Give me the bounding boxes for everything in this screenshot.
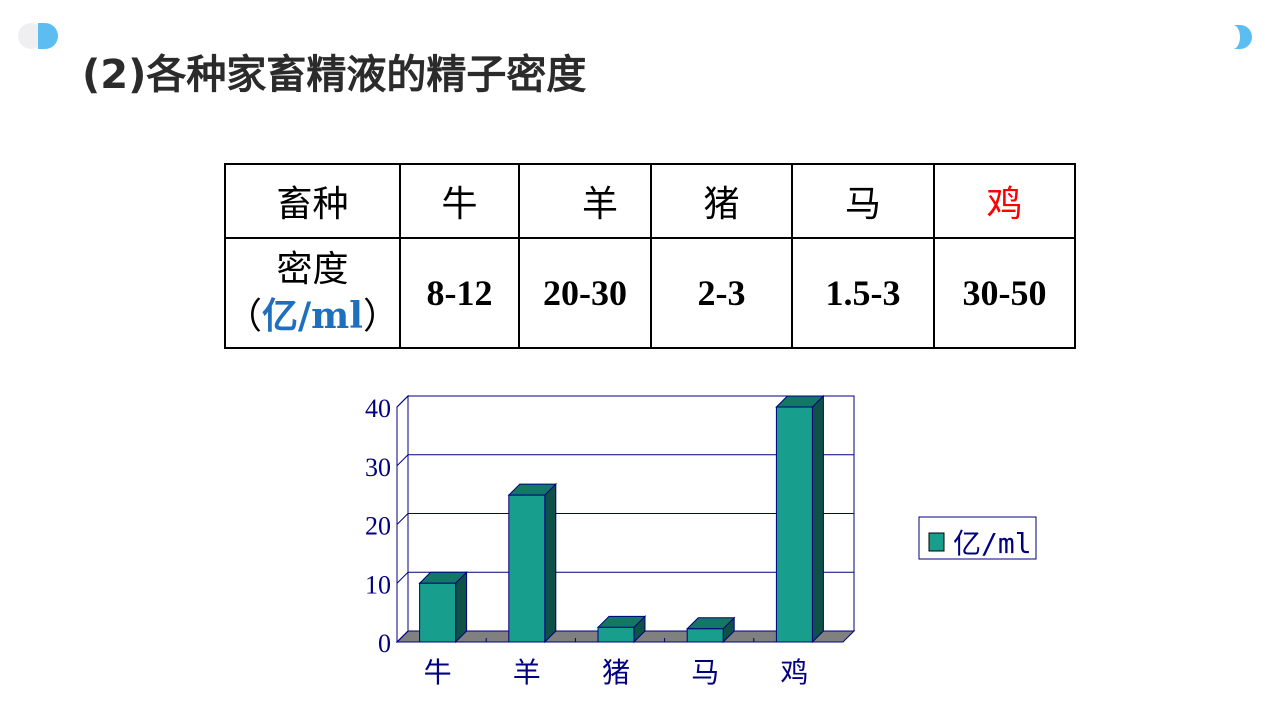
legend-swatch — [928, 532, 945, 552]
y-tick — [396, 454, 409, 467]
table-cell: 猪 — [649, 163, 793, 239]
bar-side — [811, 394, 824, 644]
table-cell: 畜种 — [224, 163, 401, 239]
bar — [775, 406, 813, 643]
table-header-row: 畜种 牛 羊 猪 马 鸡 — [224, 163, 1076, 239]
y-tick-label: 20 — [365, 512, 391, 541]
bar — [508, 494, 546, 643]
table-cell: 羊 — [517, 163, 652, 239]
x-tick-label: 羊 — [513, 656, 541, 689]
table-cell: 8-12 — [398, 237, 520, 349]
row-label: 密度 — [276, 248, 349, 290]
bar-side — [455, 571, 468, 644]
bar — [686, 628, 724, 643]
bar — [597, 626, 635, 643]
table-cell: 1.5-3 — [790, 237, 935, 349]
paren-open: （ — [226, 295, 263, 337]
table-row-label: 密度 （亿/ml） — [224, 237, 401, 349]
y-tick — [396, 630, 409, 643]
y-tick-label: 40 — [365, 394, 391, 423]
legend-label: 亿/ml — [953, 527, 1032, 560]
x-tick-label: 鸡 — [780, 656, 808, 689]
x-tick-label: 牛 — [424, 656, 452, 689]
y-tick — [396, 513, 409, 525]
bar — [419, 582, 457, 643]
decor-moon-blue — [38, 23, 58, 49]
y-tick-label: 0 — [378, 629, 391, 658]
table-cell: 马 — [790, 163, 935, 239]
y-tick — [396, 571, 409, 584]
table-row: 密度 （亿/ml） 8-12 20-30 2-3 1.5-3 30-50 — [224, 237, 1076, 349]
row-unit: 亿/ml — [262, 294, 363, 337]
y-tick-label: 30 — [365, 453, 391, 482]
x-tick-label: 马 — [691, 656, 719, 689]
table-cell-highlight: 鸡 — [932, 163, 1076, 239]
table-cell: 20-30 — [517, 237, 652, 349]
table-cell: 2-3 — [649, 237, 793, 349]
decor-moon-cut — [1226, 25, 1240, 49]
paren-close: ） — [362, 295, 399, 337]
table-cell: 30-50 — [932, 237, 1076, 349]
table-cell: 牛 — [398, 163, 520, 239]
x-tick-label: 猪 — [602, 656, 630, 689]
bar-side — [544, 482, 557, 644]
y-tick-label: 10 — [365, 570, 391, 599]
y-tick — [396, 395, 409, 408]
page-title: (2)各种家畜精液的精子密度 — [82, 52, 587, 98]
density-table: 畜种 牛 羊 猪 马 鸡 密度 （亿/ml） 8-12 20-30 2-3 1.… — [224, 163, 1076, 349]
